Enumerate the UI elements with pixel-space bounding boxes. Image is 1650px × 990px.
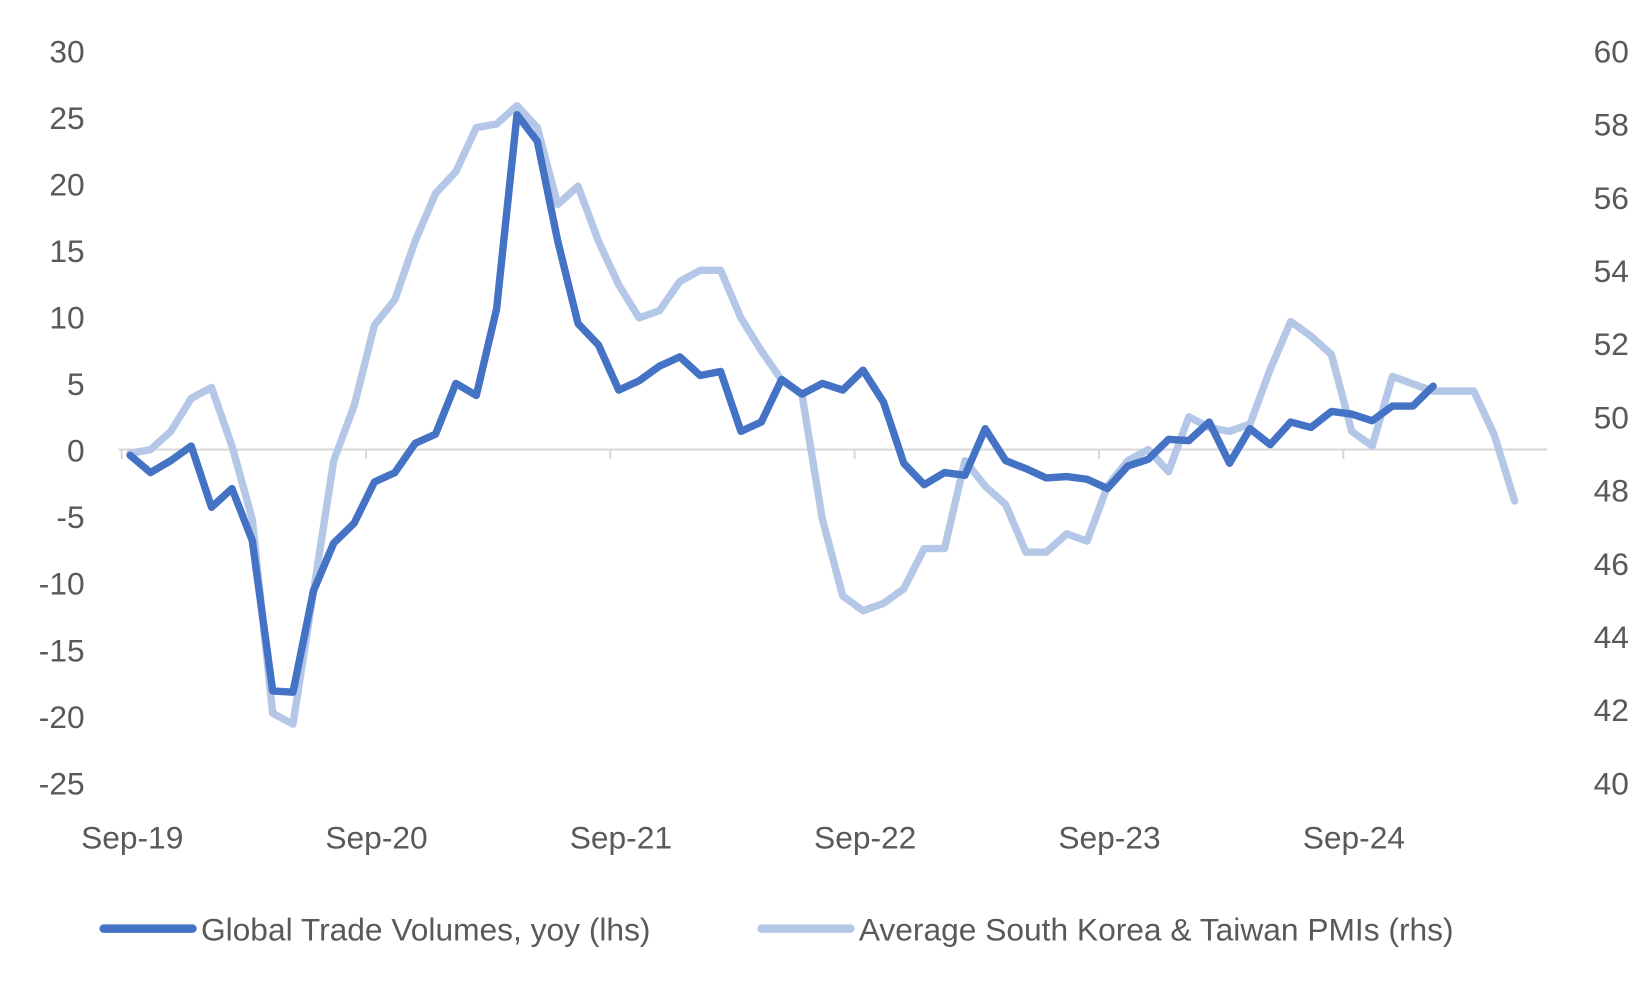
- legend-label-pmi: Average South Korea & Taiwan PMIs (rhs): [859, 911, 1454, 947]
- x-axis: Sep-19 Sep-20 Sep-21 Sep-22 Sep-23 Sep-24: [81, 449, 1405, 855]
- legend: Global Trade Volumes, yoy (lhs) Average …: [99, 911, 1454, 947]
- left-tick-label: 0: [67, 433, 85, 469]
- right-tick-label: 58: [1594, 107, 1629, 143]
- right-tick-label: 48: [1594, 473, 1629, 509]
- left-tick-label: 10: [49, 300, 84, 336]
- right-tick-label: 50: [1594, 399, 1629, 435]
- right-tick-label: 44: [1594, 619, 1629, 655]
- left-tick-label: 20: [49, 166, 84, 202]
- x-tick-label: Sep-20: [325, 819, 427, 855]
- right-tick-label: 42: [1594, 692, 1629, 728]
- x-tick-label: Sep-23: [1058, 819, 1160, 855]
- x-tick-label: Sep-21: [570, 819, 672, 855]
- right-tick-label: 40: [1594, 765, 1629, 801]
- series-lines: [126, 101, 1519, 728]
- series-line-pmi: [126, 101, 1519, 728]
- right-tick-label: 52: [1594, 326, 1629, 362]
- series-line-trade-volumes: [126, 110, 1437, 696]
- left-axis: 30 25 20 15 10 5 0 -5 -10 -15 -20 -25: [39, 33, 85, 801]
- right-tick-label: 56: [1594, 180, 1629, 216]
- left-tick-label: 30: [49, 33, 84, 69]
- left-tick-label: 15: [49, 233, 84, 269]
- right-axis: 60 58 56 54 52 50 48 46 44 42 40: [1594, 33, 1629, 801]
- left-tick-label: -15: [39, 632, 85, 668]
- left-tick-label: 25: [49, 100, 84, 136]
- right-tick-label: 46: [1594, 546, 1629, 582]
- x-tick-label: Sep-24: [1303, 819, 1405, 855]
- right-tick-label: 60: [1594, 33, 1629, 69]
- left-tick-label: -25: [39, 765, 85, 801]
- left-tick-label: -10: [39, 566, 85, 602]
- left-tick-label: -5: [56, 499, 84, 535]
- x-tick-label: Sep-19: [81, 819, 183, 855]
- x-tick-label: Sep-22: [814, 819, 916, 855]
- legend-label-trade: Global Trade Volumes, yoy (lhs): [201, 911, 651, 947]
- right-tick-label: 54: [1594, 253, 1629, 289]
- left-tick-label: -20: [39, 699, 85, 735]
- left-tick-label: 5: [67, 366, 85, 402]
